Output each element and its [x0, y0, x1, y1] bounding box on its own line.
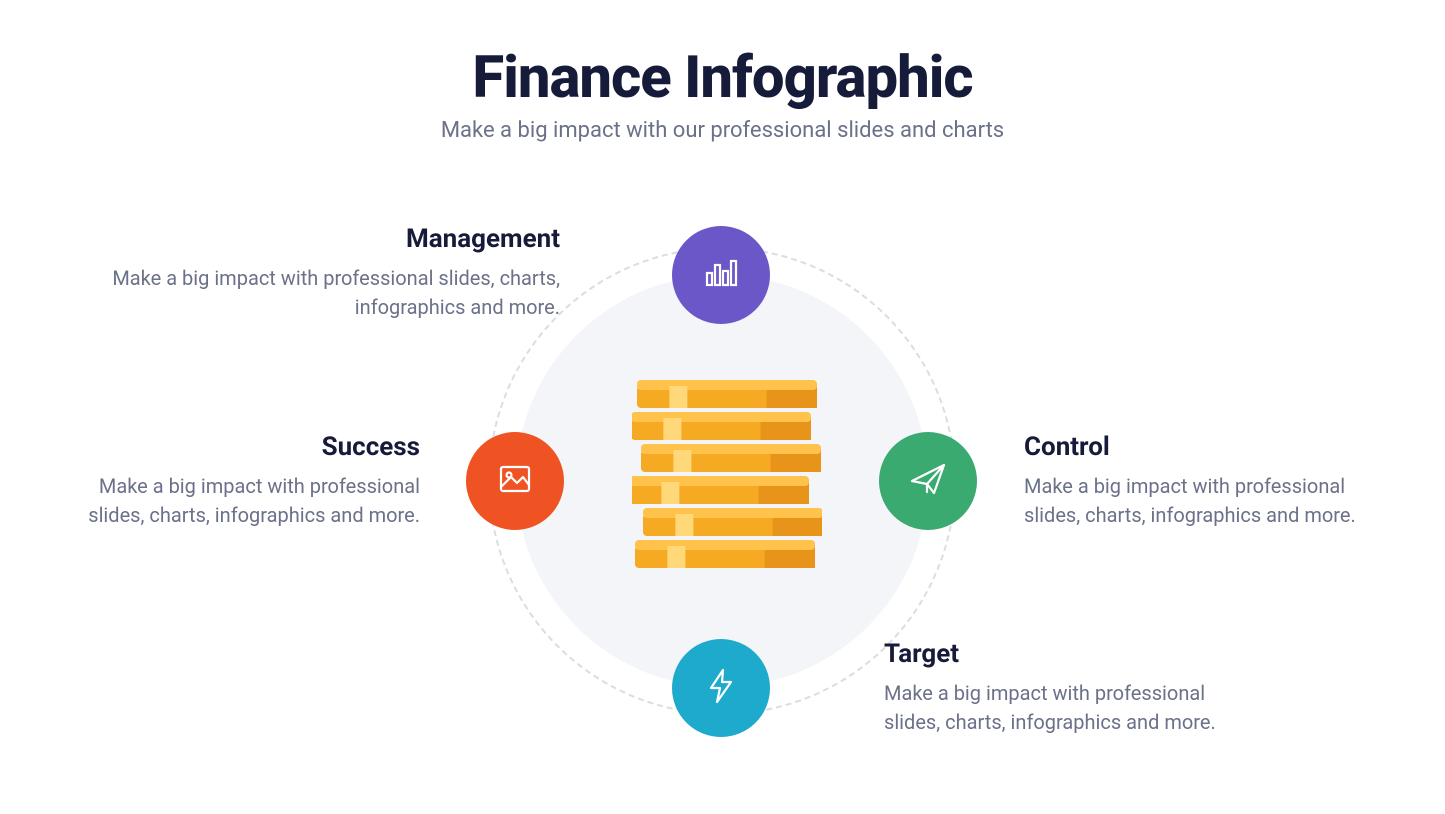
- target-node: [672, 639, 770, 737]
- target-title: Target: [884, 639, 1244, 669]
- control-title: Control: [1024, 432, 1384, 462]
- management-node: [672, 226, 770, 324]
- management-body: Make a big impact with professional slid…: [100, 264, 560, 322]
- success-node: [466, 432, 564, 530]
- bar-chart-icon: [701, 253, 741, 297]
- paper-plane-icon: [908, 459, 948, 503]
- target-body: Make a big impact with professional slid…: [884, 679, 1244, 737]
- management-title: Management: [100, 224, 560, 254]
- diagram-stage: Management Make a big impact with profes…: [0, 0, 1445, 814]
- success-block: Success Make a big impact with professio…: [60, 432, 420, 530]
- control-body: Make a big impact with professional slid…: [1024, 472, 1384, 530]
- success-body: Make a big impact with professional slid…: [60, 472, 420, 530]
- target-block: Target Make a big impact with profession…: [884, 639, 1244, 737]
- control-block: Control Make a big impact with professio…: [1024, 432, 1384, 530]
- management-block: Management Make a big impact with profes…: [100, 224, 560, 322]
- control-node: [879, 432, 977, 530]
- image-icon: [495, 459, 535, 503]
- coin-stack-icon: [632, 380, 822, 584]
- success-title: Success: [60, 432, 420, 462]
- bolt-icon: [701, 666, 741, 710]
